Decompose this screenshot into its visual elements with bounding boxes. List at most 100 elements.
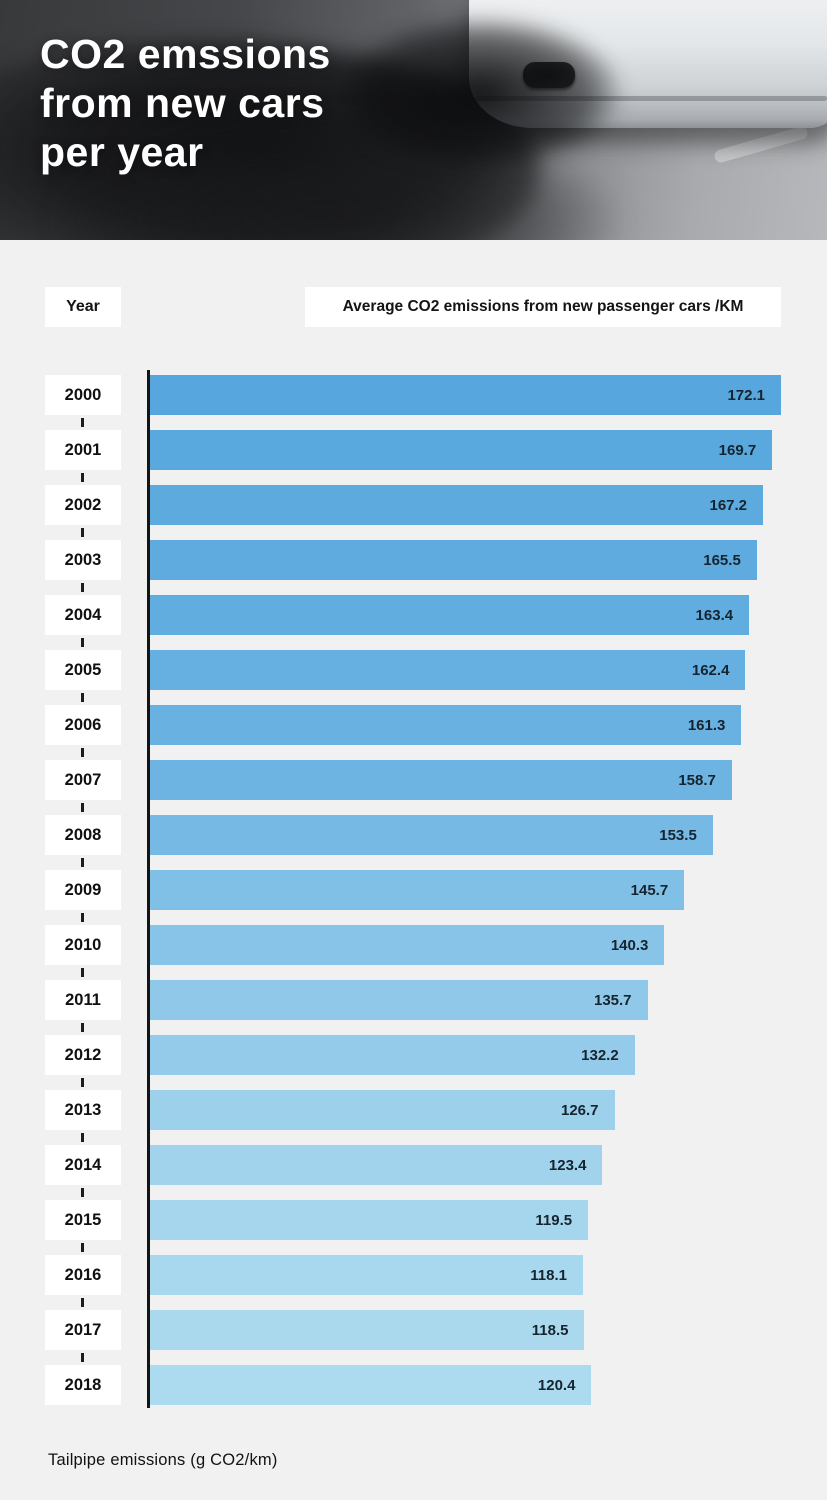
bar-value: 153.5 <box>659 826 697 844</box>
year-label: 2002 <box>45 485 121 525</box>
bar: 158.7 <box>150 760 732 800</box>
year-label: 2009 <box>45 870 121 910</box>
bar-value: 132.2 <box>581 1046 619 1064</box>
chart-row: 2017 118.5 <box>45 1298 781 1350</box>
hero-banner: CO2 emssions from new cars per year <box>0 0 827 240</box>
chart-row: 2016 118.1 <box>45 1243 781 1295</box>
bar: 169.7 <box>150 430 773 470</box>
tick-mark <box>81 1243 84 1252</box>
year-label: 2018 <box>45 1365 121 1405</box>
tick-mark <box>81 1188 84 1197</box>
year-label: 2014 <box>45 1145 121 1185</box>
bar-area: 163.4 <box>150 595 781 635</box>
title-line: CO2 emssions <box>40 31 331 77</box>
chart-row: 2010 140.3 <box>45 913 781 965</box>
tick-mark <box>81 748 84 757</box>
year-label: 2015 <box>45 1200 121 1240</box>
chart-row: 2013 126.7 <box>45 1078 781 1130</box>
year-label: 2007 <box>45 760 121 800</box>
bar-value: 163.4 <box>695 606 734 624</box>
bar: 140.3 <box>150 925 665 965</box>
bar-value: 118.5 <box>531 1321 569 1339</box>
bar: 145.7 <box>150 870 685 910</box>
bar-value: 135.7 <box>593 991 632 1009</box>
bar-area: 172.1 <box>150 375 781 415</box>
year-label: 2012 <box>45 1035 121 1075</box>
bar-area: 165.5 <box>150 540 781 580</box>
year-label: 2003 <box>45 540 121 580</box>
tick-mark <box>81 1133 84 1142</box>
bar-value: 119.5 <box>535 1211 573 1229</box>
tick-mark <box>81 968 84 977</box>
tick-mark <box>81 583 84 592</box>
bar-value: 126.7 <box>560 1101 599 1119</box>
road-marking <box>713 125 809 164</box>
chart-row: 2018 120.4 <box>45 1353 781 1405</box>
chart-row: 2006 161.3 <box>45 693 781 745</box>
year-label: 2000 <box>45 375 121 415</box>
bar-area: 135.7 <box>150 980 781 1020</box>
tick-mark <box>81 638 84 647</box>
bar-value: 118.1 <box>530 1266 567 1284</box>
bar: 172.1 <box>150 375 781 415</box>
chart-row: 2007 158.7 <box>45 748 781 800</box>
year-label: 2016 <box>45 1255 121 1295</box>
bar-area: 162.4 <box>150 650 781 690</box>
year-label: 2006 <box>45 705 121 745</box>
bar-area: 132.2 <box>150 1035 781 1075</box>
tick-mark <box>81 528 84 537</box>
bar-value: 172.1 <box>727 386 765 404</box>
bar: 123.4 <box>150 1145 603 1185</box>
bar: 132.2 <box>150 1035 635 1075</box>
chart-row: 2004 163.4 <box>45 583 781 635</box>
bar: 118.5 <box>150 1310 585 1350</box>
bar: 165.5 <box>150 540 757 580</box>
bar-value: 120.4 <box>537 1376 576 1394</box>
bar-area: 118.1 <box>150 1255 781 1295</box>
bar-area: 169.7 <box>150 430 781 470</box>
title-line: per year <box>40 129 204 176</box>
infographic-title: CO2 emssions from new cars per year <box>40 30 331 178</box>
bar-value: 169.7 <box>718 441 757 459</box>
tick-mark <box>81 1298 84 1307</box>
bar-area: 158.7 <box>150 760 781 800</box>
bar-area: 140.3 <box>150 925 781 965</box>
chart-rows: 2000 172.1 2001 169.7 2002 167.2 2003 165.5 2004… <box>45 375 781 1405</box>
chart-row: 2012 132.2 <box>45 1023 781 1075</box>
bar-value: 167.2 <box>709 496 748 514</box>
year-label: 2004 <box>45 595 121 635</box>
chart-row: 2015 119.5 <box>45 1188 781 1240</box>
chart-row: 2008 153.5 <box>45 803 781 855</box>
chart-row: 2014 123.4 <box>45 1133 781 1185</box>
year-label: 2011 <box>45 980 121 1020</box>
chart-row: 2009 145.7 <box>45 858 781 910</box>
bar: 126.7 <box>150 1090 615 1130</box>
year-label: 2017 <box>45 1310 121 1350</box>
bar-area: 119.5 <box>150 1200 781 1240</box>
value-column-header: Average CO2 emissions from new passenger… <box>305 287 781 327</box>
bar-area: 161.3 <box>150 705 781 745</box>
year-label: 2005 <box>45 650 121 690</box>
smoke-cloud <box>340 18 620 168</box>
tick-mark <box>81 473 84 482</box>
y-axis-line <box>147 370 150 1408</box>
bar: 135.7 <box>150 980 648 1020</box>
bar-value: 162.4 <box>691 661 730 679</box>
bar-value: 158.7 <box>678 771 716 789</box>
bar-area: 123.4 <box>150 1145 781 1185</box>
bar-value: 145.7 <box>630 881 669 899</box>
bar: 167.2 <box>150 485 764 525</box>
bar-area: 118.5 <box>150 1310 781 1350</box>
bar: 153.5 <box>150 815 713 855</box>
bar-area: 153.5 <box>150 815 781 855</box>
title-line: from new cars <box>40 80 325 127</box>
bar-value: 161.3 <box>687 716 726 734</box>
column-headers: Year Average CO2 emissions from new pass… <box>0 240 827 327</box>
year-label: 2010 <box>45 925 121 965</box>
chart-row: 2000 172.1 <box>45 375 781 415</box>
year-label: 2001 <box>45 430 121 470</box>
bar: 162.4 <box>150 650 746 690</box>
chart-row: 2001 169.7 <box>45 418 781 470</box>
bar: 118.1 <box>150 1255 583 1295</box>
